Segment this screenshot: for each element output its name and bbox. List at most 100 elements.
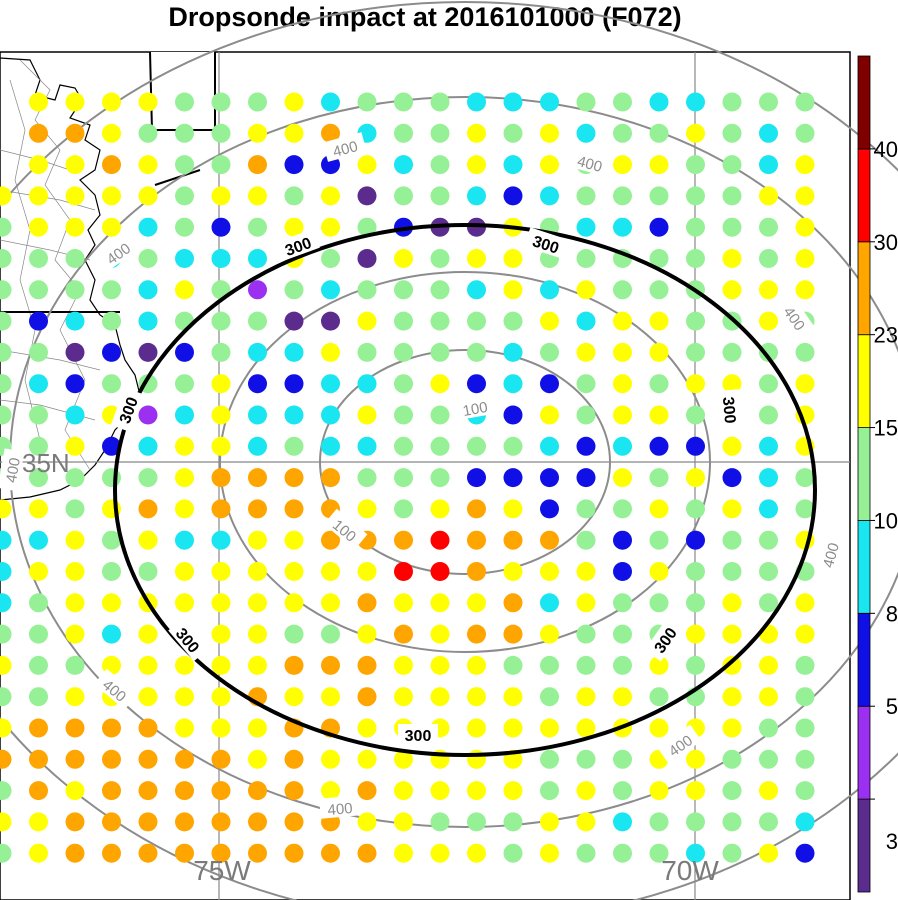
impact-dot: [0, 593, 12, 613]
impact-dot: [503, 562, 523, 581]
impact-dot: [211, 186, 231, 206]
contour-label-400-sw-bg: [93, 668, 138, 710]
impact-dot: [503, 405, 523, 425]
impact-dot: [394, 374, 413, 394]
impact-dot: [722, 123, 742, 143]
impact-dot: [0, 781, 12, 801]
impact-dot: [540, 92, 559, 112]
impact-dot: [722, 155, 742, 175]
impact-dot: [138, 217, 158, 237]
impact-dot: [248, 749, 267, 769]
impact-dot: [430, 562, 450, 581]
impact-dot: [613, 468, 632, 488]
impact-dot: [576, 123, 596, 143]
impact-dot: [759, 311, 778, 331]
impact-dot: [576, 624, 596, 644]
impact-dot: [29, 342, 48, 362]
impact-dot: [29, 812, 48, 832]
impact-dot: [686, 342, 705, 362]
impact-dot: [284, 374, 304, 394]
impact-dot: [211, 249, 231, 268]
impact-dot: [686, 499, 705, 519]
impact-dot: [321, 468, 340, 488]
impact-dot: [613, 562, 632, 581]
impact-dot: [321, 562, 340, 581]
impact-dot: [65, 186, 85, 206]
impact-dot: [175, 468, 194, 488]
impact-dot: [686, 843, 705, 863]
impact-dot: [29, 624, 48, 644]
impact-dot: [65, 436, 85, 456]
impact-dot: [649, 311, 669, 331]
impact-dot: [0, 249, 12, 268]
impact-dot: [175, 249, 194, 268]
impact-dot: [321, 311, 340, 331]
impact-dot: [65, 749, 85, 769]
impact-dot: [759, 155, 778, 175]
impact-dot: [649, 843, 669, 863]
impact-dot: [394, 655, 413, 675]
impact-dot: [613, 186, 632, 206]
impact-dot: [467, 812, 486, 832]
impact-dot: [576, 781, 596, 801]
impact-dot: [321, 186, 340, 206]
colorbar-label: 23: [874, 323, 898, 348]
impact-dot: [576, 499, 596, 519]
impact-dot: [686, 593, 705, 613]
impact-dot: [65, 718, 85, 738]
impact-dot: [138, 499, 158, 519]
impact-dot: [795, 843, 815, 863]
impact-dot: [248, 468, 267, 488]
impact-dot: [102, 781, 121, 801]
impact-dot: [649, 718, 669, 738]
impact-dot: [540, 655, 559, 675]
impact-dot: [138, 342, 158, 362]
impact-dot: [357, 718, 377, 738]
impact-dot: [613, 687, 632, 707]
impact-dot: [722, 530, 742, 550]
label-35n: 35N: [22, 448, 70, 478]
impact-dot: [29, 499, 48, 519]
contour-label-400-top-bg: [322, 132, 367, 162]
impact-dot: [175, 530, 194, 550]
contour-label-400-left-bg: [95, 232, 140, 272]
impact-dot: [357, 280, 377, 300]
impact-dot: [29, 593, 48, 613]
impact-dot: [211, 155, 231, 175]
map-frame: [0, 51, 851, 900]
impact-dot: [211, 687, 231, 707]
impact-dot: [430, 405, 450, 425]
impact-dot: [503, 123, 523, 143]
impact-dot: [503, 593, 523, 613]
impact-dot: [65, 374, 85, 394]
impact-dot: [248, 92, 267, 112]
impact-dot: [613, 843, 632, 863]
impact-dot: [795, 92, 815, 112]
impact-dot: [540, 530, 559, 550]
impact-dot: [467, 687, 486, 707]
impact-dot: [576, 436, 596, 456]
impact-dot: [540, 436, 559, 456]
impact-dot: [503, 468, 523, 488]
impact-dot: [211, 562, 231, 581]
plot-title: Dropsonde impact at 2016101000 (F072): [168, 2, 682, 32]
impact-dot: [576, 749, 596, 769]
impact-dot: [248, 843, 267, 863]
impact-dot: [686, 155, 705, 175]
impact-dot: [284, 624, 304, 644]
impact-dot: [686, 624, 705, 644]
impact-dot: [357, 405, 377, 425]
impact-dot: [613, 436, 632, 456]
impact-dot: [759, 718, 778, 738]
impact-dot: [649, 374, 669, 394]
impact-dot: [430, 812, 450, 832]
impact-dot: [284, 812, 304, 832]
impact-dot: [394, 436, 413, 456]
impact-dot: [394, 280, 413, 300]
impact-dot: [503, 92, 523, 112]
impact-dot: [394, 843, 413, 863]
impact-dot: [722, 687, 742, 707]
impact-dot: [503, 374, 523, 394]
impact-dot: [722, 186, 742, 206]
impact-dot: [759, 781, 778, 801]
